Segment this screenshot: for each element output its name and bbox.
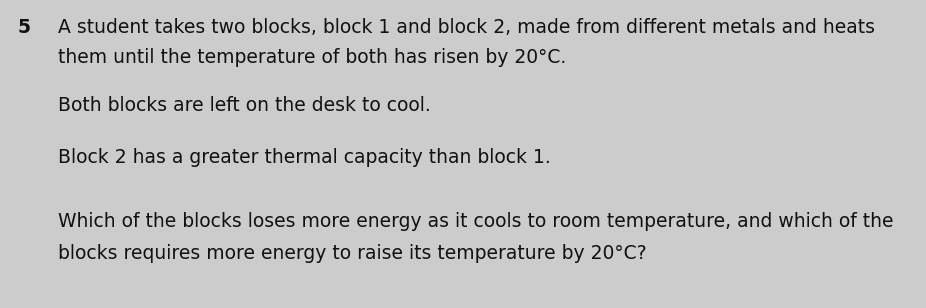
Text: blocks requires more energy to raise its temperature by 20°C?: blocks requires more energy to raise its… — [58, 244, 646, 263]
Text: A student takes two blocks, block 1 and block 2, made from different metals and : A student takes two blocks, block 1 and … — [58, 18, 875, 37]
Text: Which of the blocks loses more energy as it cools to room temperature, and which: Which of the blocks loses more energy as… — [58, 212, 894, 231]
Text: Both blocks are left on the desk to cool.: Both blocks are left on the desk to cool… — [58, 96, 431, 115]
Text: them until the temperature of both has risen by 20°C.: them until the temperature of both has r… — [58, 48, 567, 67]
Text: Block 2 has a greater thermal capacity than block 1.: Block 2 has a greater thermal capacity t… — [58, 148, 551, 167]
Text: 5: 5 — [18, 18, 31, 37]
